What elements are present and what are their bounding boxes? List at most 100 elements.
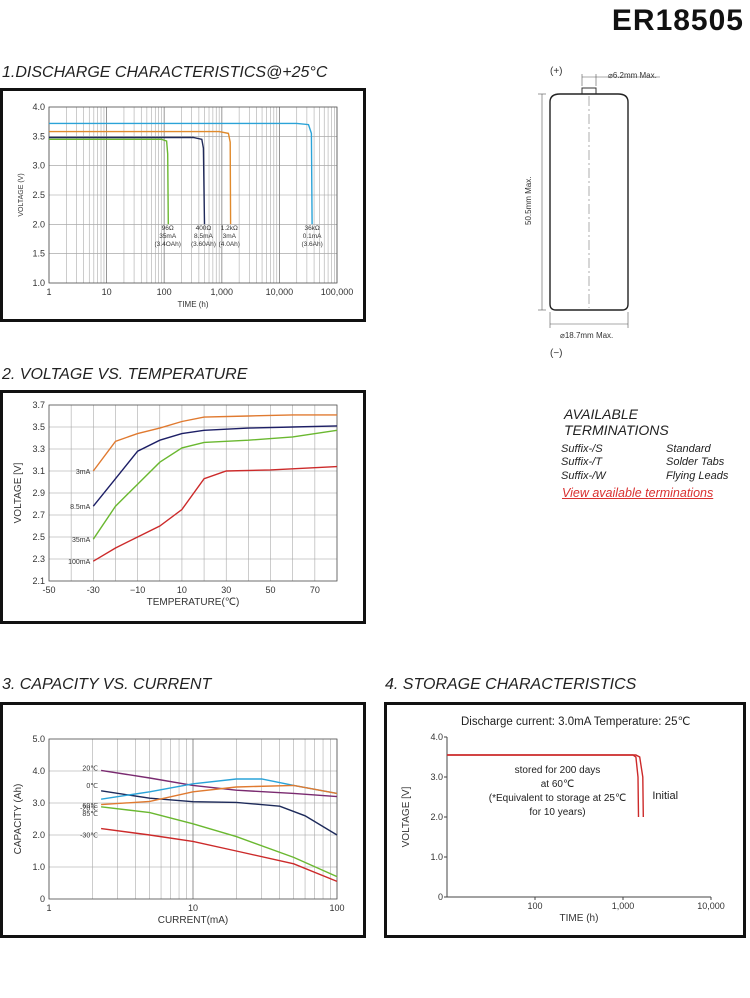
- bottom-diameter-label: ⌀18.7mm Max.: [560, 331, 613, 340]
- y-axis-label: VOLTAGE [V]: [401, 786, 412, 847]
- storage-chart: 0 1.0 2.0 3.0 4.0 100 1,000 10,000 TIME (h) VOLTA…: [401, 716, 725, 924]
- y-tick-label: 3.7: [32, 400, 45, 410]
- x-axis-label: TEMPERATURE(℃): [147, 597, 240, 608]
- annotation-text: (3.6Ah): [301, 241, 322, 248]
- termination-name-t: Solder Tabs: [666, 456, 725, 468]
- y-axis-label: VOLTAGE (V): [18, 173, 25, 216]
- series-label: -30℃: [80, 833, 98, 840]
- initial-curve-label: Initial: [652, 790, 678, 802]
- minus-terminal-label: (−): [550, 348, 563, 359]
- annotation-text: (3.60Ah): [191, 241, 216, 248]
- series-line-5: [101, 827, 338, 883]
- y-tick-label: 2.0: [430, 812, 443, 822]
- series-label: 35mA: [72, 537, 91, 544]
- capacity-chart-panel: 0 1.0 2.0 3.0 4.0 5.0 1 10 100 CURRENT(mA) CAPACIT…: [0, 702, 366, 938]
- terminations-title-line2: TERMINATIONS: [564, 422, 669, 438]
- y-tick-label: 3.5: [32, 131, 45, 141]
- series-line-3: [49, 138, 169, 225]
- voltage-temp-chart-panel: 2.1 2.3 2.5 2.7 2.9 3.1 3.3 3.5 3.7 -50 -30 −10 10 30…: [0, 390, 366, 624]
- storage-note-text: (*Equivalent to storage at 25℃: [489, 793, 626, 804]
- x-tick-label: -30: [87, 585, 100, 595]
- series-label: 8.5mA: [70, 504, 91, 511]
- grid: [48, 106, 338, 284]
- y-tick-label: 2.0: [32, 219, 45, 229]
- x-tick-label: 30: [221, 585, 231, 595]
- series-label: 100mA: [68, 559, 91, 566]
- storage-note-text: at 60℃: [541, 779, 574, 790]
- series-line-3: [101, 784, 338, 806]
- y-tick-label: 1.0: [32, 278, 45, 288]
- x-tick-label: 70: [310, 585, 320, 595]
- x-tick-label: -50: [42, 585, 55, 595]
- y-tick-label: 3.5: [32, 422, 45, 432]
- series-label: 85℃: [82, 811, 98, 818]
- series-line-3: [92, 465, 338, 562]
- series-label: 60℃: [82, 803, 98, 810]
- y-axis-label: CAPACITY (Ah): [13, 784, 24, 855]
- series-line-1: [100, 790, 338, 836]
- y-tick-label: 1.0: [430, 852, 443, 862]
- annotation-text: (4.0Ah): [219, 241, 240, 248]
- series-line-2: [49, 136, 206, 225]
- storage-chart-panel: 0 1.0 2.0 3.0 4.0 100 1,000 10,000 TIME (h) VOLTA…: [384, 702, 746, 938]
- series-label: 0℃: [86, 783, 98, 790]
- y-tick-label: 4.0: [32, 766, 45, 776]
- battery-dimension-drawing: (+) ⌀6.2mm Max. 50.5mm Max. ⌀18.7mm Max.…: [524, 66, 660, 359]
- x-tick-label: 1: [46, 287, 51, 297]
- discharge-chart-panel: 1.0 1.5 2.0 2.5 3.0 3.5 4.0 1 10 100 1,000 10,000 10…: [0, 88, 366, 322]
- annotation-text: 3mA: [223, 233, 237, 240]
- x-tick-label: 10: [177, 585, 187, 595]
- annotation-text: 36kΩ: [304, 225, 319, 232]
- termination-name-w: Flying Leads: [666, 470, 729, 482]
- series-line-1: [447, 754, 644, 818]
- x-tick-label: 100: [527, 901, 542, 911]
- annotation-text: (3.4OAh): [155, 241, 181, 248]
- discharge-chart: 1.0 1.5 2.0 2.5 3.0 3.5 4.0 1 10 100 1,000 10,000 10…: [18, 102, 353, 309]
- x-tick-label: 10,000: [266, 287, 294, 297]
- y-tick-label: 1.0: [32, 862, 45, 872]
- series-line-0: [49, 122, 313, 225]
- voltage-temp-chart: 2.1 2.3 2.5 2.7 2.9 3.1 3.3 3.5 3.7 -50 -30 −10 10 30…: [13, 400, 338, 608]
- y-tick-label: 4.0: [32, 102, 45, 112]
- plus-terminal-label: (+): [550, 66, 563, 77]
- storage-note-text: stored for 200 days: [515, 765, 601, 776]
- series-line-1: [49, 130, 232, 225]
- discharge-section-title: 1.DISCHARGE CHARACTERISTICS@+25°C: [2, 64, 328, 81]
- y-tick-label: 1.5: [32, 249, 45, 259]
- y-tick-label: 3.1: [32, 466, 45, 476]
- y-tick-label: 2.3: [32, 554, 45, 564]
- plot-frame: [48, 404, 338, 582]
- y-tick-label: 3.0: [430, 772, 443, 782]
- series-label: 20℃: [82, 765, 98, 772]
- annotation-text: 400Ω: [196, 225, 212, 232]
- storage-note-text: for 10 years): [529, 807, 585, 818]
- y-tick-label: 2.5: [32, 532, 45, 542]
- series-line-4: [101, 806, 338, 878]
- y-tick-label: 4.0: [430, 732, 443, 742]
- x-axis-label: CURRENT(mA): [158, 915, 229, 926]
- series-label: -20℃: [80, 806, 98, 813]
- y-tick-label: 0: [40, 894, 45, 904]
- view-terminations-link[interactable]: View available terminations: [562, 486, 714, 500]
- series-line-0: [100, 769, 338, 798]
- storage-section-title: 4. STORAGE CHARACTERISTICS: [385, 676, 637, 693]
- termination-suffix-t: Suffix-/T: [561, 456, 602, 468]
- height-dimension-label: 50.5mm Max.: [524, 177, 533, 225]
- series-line-0: [92, 414, 337, 472]
- x-axis-label: TIME (h): [560, 913, 599, 924]
- plot-frame: [48, 106, 338, 284]
- x-tick-label: 1: [46, 903, 51, 913]
- voltage-temp-section-title: 2. VOLTAGE VS. TEMPERATURE: [2, 366, 248, 383]
- termination-suffix-s: Suffix-/S: [561, 443, 603, 455]
- x-tick-label: 10: [102, 287, 112, 297]
- x-tick-label: 10,000: [697, 901, 725, 911]
- capacity-chart: 0 1.0 2.0 3.0 4.0 5.0 1 10 100 CURRENT(mA) CAPACIT…: [13, 734, 345, 926]
- terminations-title-line1: AVAILABLE: [564, 406, 638, 422]
- product-model-title: ER18505: [611, 4, 744, 37]
- y-tick-label: 3.0: [32, 798, 45, 808]
- x-tick-label: −10: [130, 585, 145, 595]
- termination-name-s: Standard: [666, 443, 711, 455]
- x-tick-label: 100: [157, 287, 172, 297]
- storage-header-text: Discharge current: 3.0mA Temperature: 25…: [461, 716, 690, 728]
- grid: [48, 738, 338, 900]
